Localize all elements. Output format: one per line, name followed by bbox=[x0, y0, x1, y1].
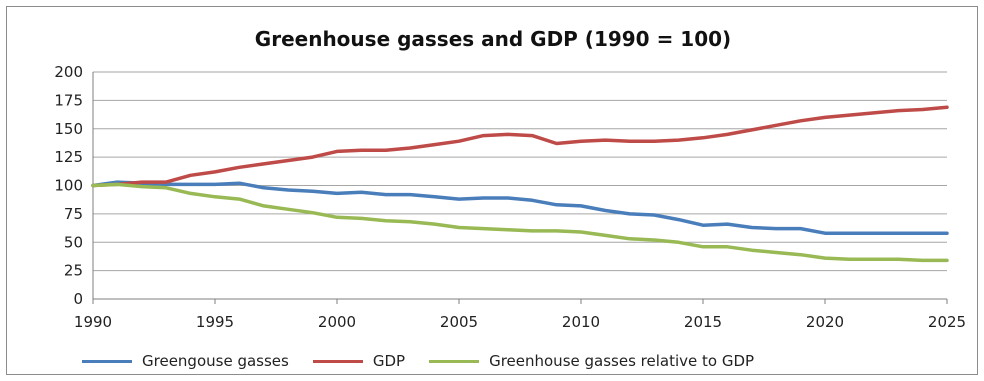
x-tick-label: 2005 bbox=[440, 313, 478, 331]
series-line-0 bbox=[91, 180, 949, 235]
y-tick-label: 50 bbox=[64, 233, 83, 251]
legend-swatch bbox=[429, 359, 480, 363]
legend: Greengouse gasses GDP Greenhouse gasses … bbox=[82, 352, 754, 370]
y-tick-label: 175 bbox=[54, 91, 83, 109]
x-tick-label: 2000 bbox=[318, 313, 356, 331]
x-tick-label: 2025 bbox=[928, 313, 966, 331]
y-tick-label: 150 bbox=[54, 120, 83, 138]
x-tick-label: 1995 bbox=[196, 313, 234, 331]
y-tick-label: 75 bbox=[64, 205, 83, 223]
legend-swatch bbox=[312, 359, 363, 363]
legend-item-gdp: GDP bbox=[312, 352, 406, 370]
legend-swatch bbox=[82, 359, 132, 363]
x-tick-label: 2015 bbox=[684, 313, 722, 331]
legend-item-greenhouse-relative: Greenhouse gasses relative to GDP bbox=[429, 352, 754, 370]
y-tick-label: 25 bbox=[64, 262, 83, 280]
y-tick-label: 100 bbox=[54, 177, 83, 195]
legend-item-greengouse-gasses: Greengouse gasses bbox=[82, 352, 289, 370]
y-tick-label: 0 bbox=[73, 290, 83, 308]
y-tick-label: 125 bbox=[54, 148, 83, 166]
legend-label: GDP bbox=[372, 352, 406, 370]
legend-label: Greenhouse gasses relative to GDP bbox=[489, 352, 755, 370]
legend-label: Greengouse gasses bbox=[142, 352, 289, 370]
series-line-2 bbox=[91, 182, 949, 263]
chart-frame: Greenhouse gasses and GDP (1990 = 100) 2… bbox=[6, 6, 978, 375]
y-tick-label: 200 bbox=[54, 63, 83, 81]
x-tick-label: 1990 bbox=[74, 313, 112, 331]
line-chart: 200 175 150 125 100 75 50 25 0 1990 1995 2000 2005 20… bbox=[54, 63, 966, 331]
x-tick-label: 2020 bbox=[806, 313, 844, 331]
chart-title: Greenhouse gasses and GDP (1990 = 100) bbox=[254, 27, 732, 51]
x-tick-label: 2010 bbox=[562, 313, 600, 331]
series-line-1 bbox=[91, 105, 949, 188]
